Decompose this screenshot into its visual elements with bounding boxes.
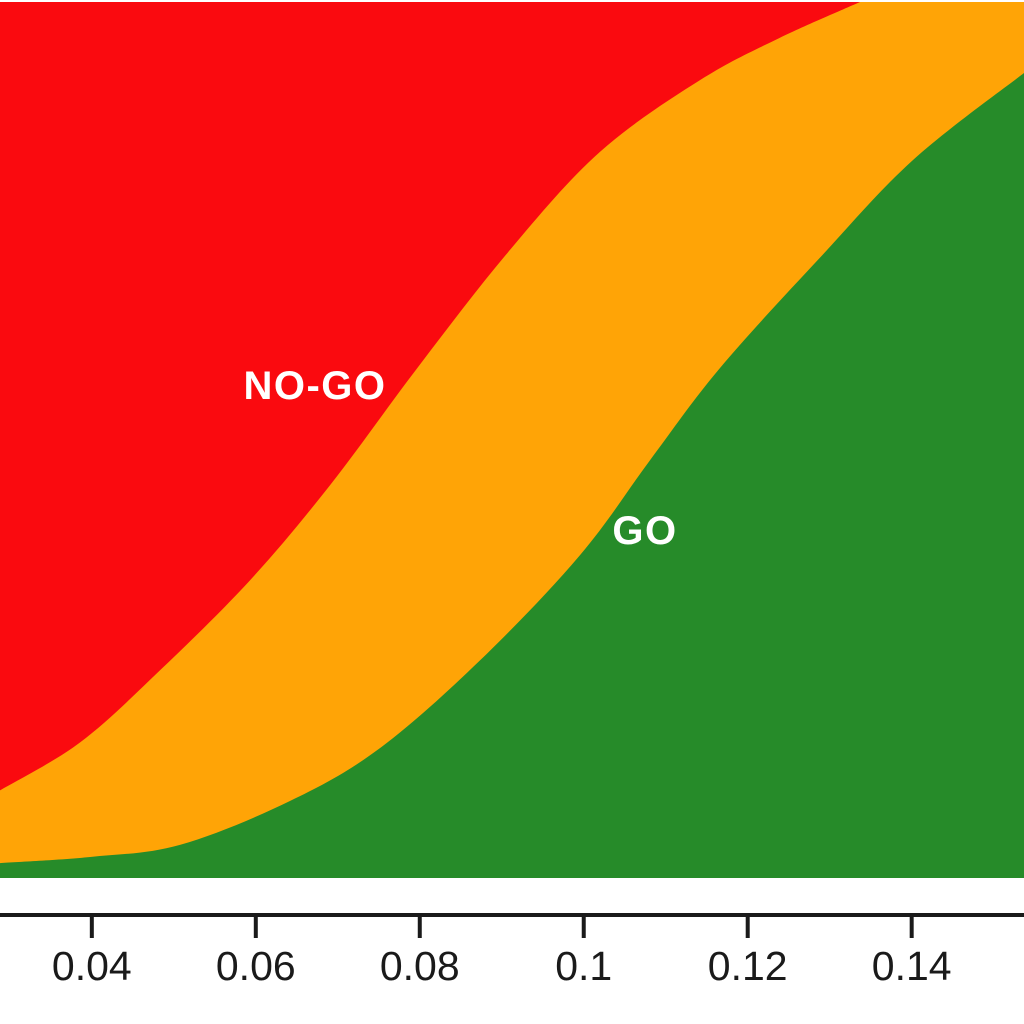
no-go-label: NO-GO <box>243 364 386 408</box>
go-label: GO <box>612 509 677 553</box>
x-tick-label: 0.04 <box>52 943 132 989</box>
x-tick-label: 0.06 <box>216 943 296 989</box>
x-tick-label: 0.12 <box>708 943 788 989</box>
x-tick-label: 0.14 <box>872 943 952 989</box>
x-axis-ticks: 0.04 0.06 0.08 0.1 0.12 0.14 <box>52 915 952 989</box>
region-go <box>0 73 1024 878</box>
x-tick-label: 0.1 <box>555 943 612 989</box>
x-axis: 0.04 0.06 0.08 0.1 0.12 0.14 <box>0 913 1024 989</box>
regions-layer <box>0 2 1024 878</box>
x-tick-label: 0.08 <box>380 943 460 989</box>
